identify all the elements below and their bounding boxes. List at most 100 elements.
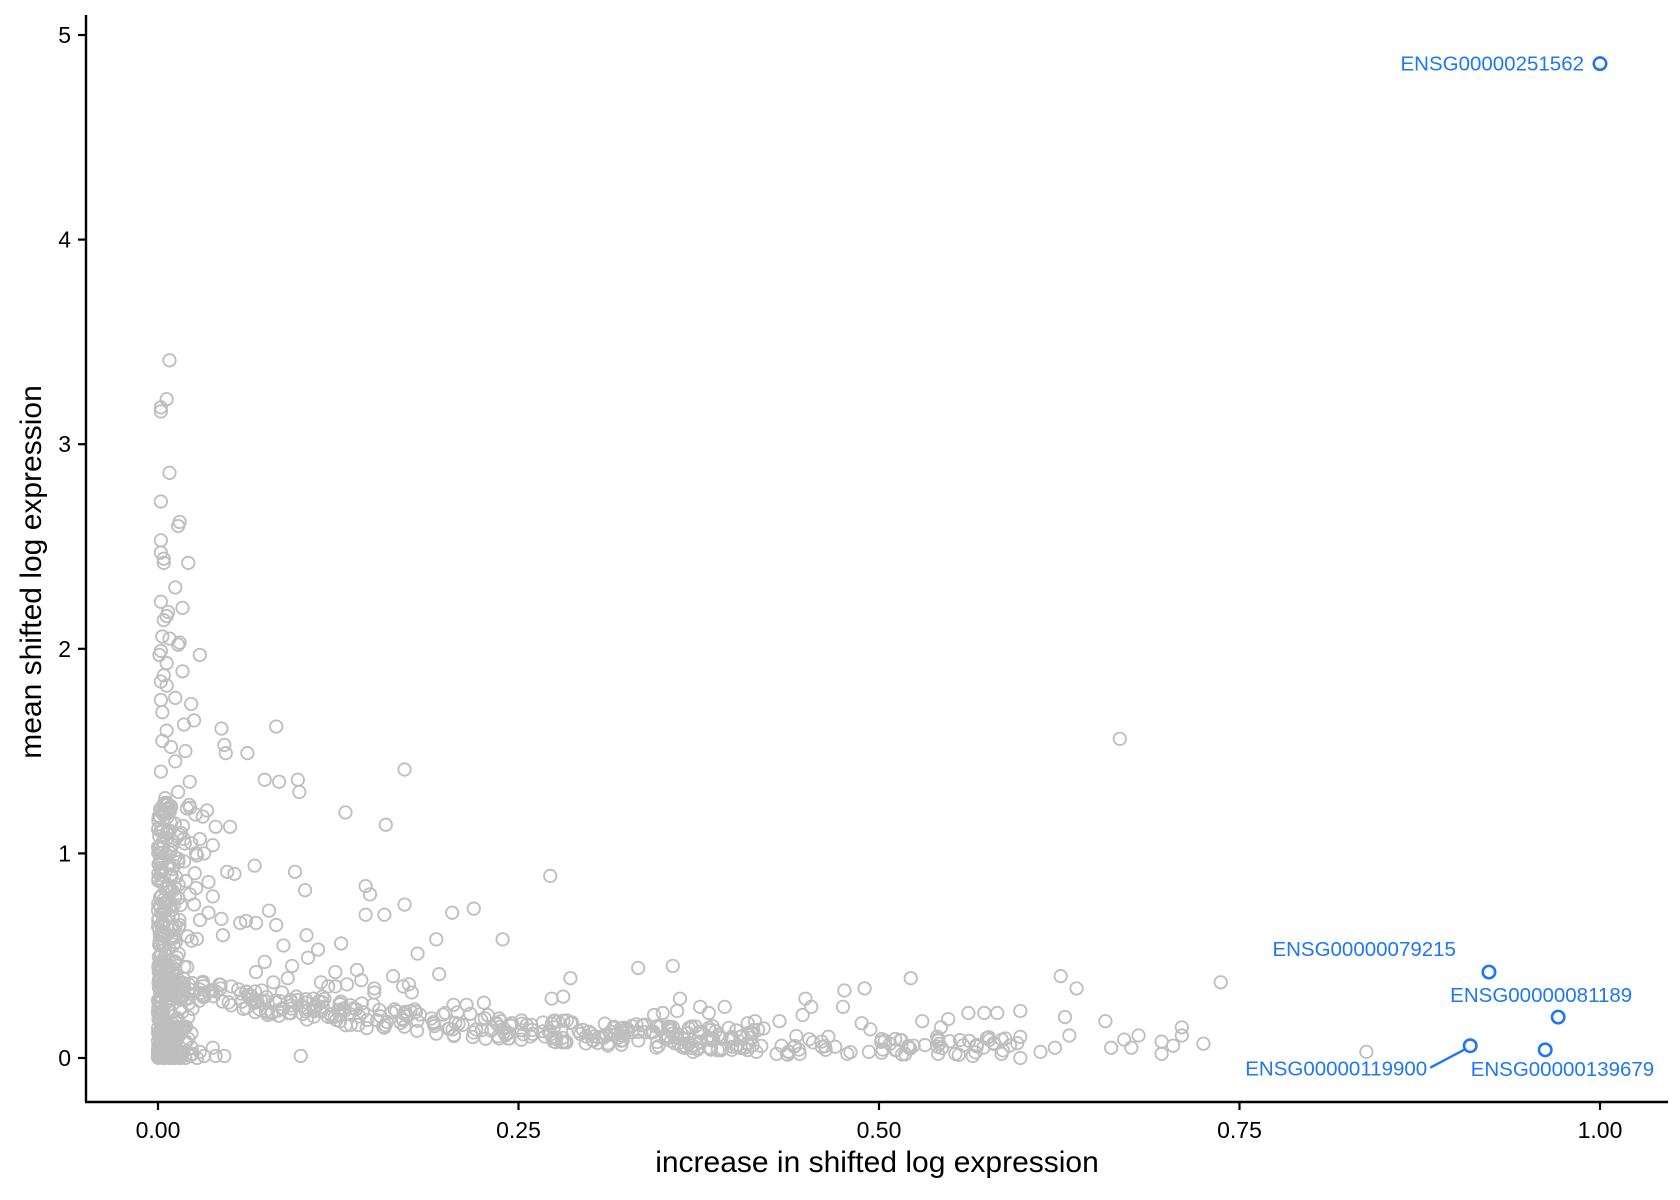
data-point [1359, 1044, 1374, 1059]
data-point [410, 946, 425, 961]
data-point [435, 1007, 451, 1022]
data-point [802, 1032, 817, 1047]
data-point [1166, 1038, 1181, 1053]
data-point [159, 656, 174, 671]
data-point [951, 1047, 966, 1062]
data-point [491, 1029, 506, 1044]
data-point [189, 931, 205, 947]
data-point [372, 1002, 387, 1017]
data-point [599, 1027, 614, 1042]
data-point [977, 1005, 992, 1021]
data-point [359, 1020, 374, 1036]
data-point [795, 1007, 810, 1023]
data-point [438, 1005, 453, 1021]
data-point [498, 1028, 513, 1043]
data-point [252, 1002, 267, 1017]
data-point [917, 1038, 933, 1053]
data-point [339, 977, 355, 992]
data-point [772, 1014, 787, 1029]
data-point [313, 975, 329, 990]
data-point [159, 678, 174, 693]
data-point [477, 1011, 492, 1026]
data-point [167, 956, 182, 971]
data-point [385, 969, 401, 984]
data-point [504, 1015, 519, 1031]
data-point [1117, 1032, 1132, 1047]
data-point [324, 1009, 339, 1024]
data-point [547, 1013, 562, 1028]
data-point [152, 647, 167, 663]
data-point [162, 465, 177, 480]
data-point [1174, 1028, 1189, 1043]
data-point [175, 664, 190, 679]
y-tick-label: 3 [58, 431, 71, 457]
data-point [397, 897, 412, 912]
data-point [168, 935, 183, 950]
data-point [266, 975, 281, 990]
data-point [218, 746, 233, 761]
data-point [328, 979, 343, 994]
data-point [196, 979, 211, 994]
data-point [208, 819, 223, 834]
data-point [163, 987, 178, 1003]
data-point [678, 1039, 693, 1054]
data-point [176, 975, 191, 991]
data-point [781, 1044, 796, 1060]
data-point [1010, 1036, 1025, 1051]
data-point [404, 985, 419, 1000]
highlighted-point-label: ENSG00000079215 [1272, 938, 1456, 961]
data-point [672, 991, 688, 1006]
data-point [205, 838, 220, 853]
data-point [268, 993, 283, 1008]
data-point [205, 1040, 220, 1055]
data-point [396, 1013, 411, 1028]
data-point [631, 1033, 646, 1048]
highlighted-point [1462, 1038, 1478, 1054]
data-point [814, 1039, 829, 1054]
data-point [231, 982, 246, 997]
data-point [1174, 1020, 1189, 1035]
data-point [168, 754, 183, 769]
data-point [177, 959, 192, 974]
data-point [804, 999, 819, 1014]
data-point [544, 991, 559, 1006]
data-point [258, 1003, 273, 1019]
data-point [1196, 1036, 1211, 1051]
data-point [352, 1009, 367, 1024]
data-point [214, 721, 229, 736]
data-point [248, 915, 264, 931]
data-point [247, 858, 262, 873]
data-point [1062, 1028, 1077, 1043]
data-point [387, 1002, 402, 1017]
data-point [153, 764, 168, 779]
x-tick-label: 0.25 [496, 1117, 541, 1143]
data-point [465, 1029, 480, 1045]
data-point [186, 897, 202, 912]
data-point [197, 1048, 212, 1064]
data-point [152, 1013, 167, 1028]
data-point [272, 774, 287, 789]
data-point [915, 1014, 930, 1029]
highlighted-point-label: ENSG00000251562 [1400, 53, 1584, 76]
data-point [153, 692, 168, 708]
data-point [212, 977, 227, 992]
data-point [756, 1021, 771, 1036]
highlight-layer: ENSG00000251562 ENSG00000079215 ENSG000000… [1245, 53, 1654, 1081]
data-point [283, 992, 298, 1007]
data-point [543, 868, 558, 884]
data-point [156, 1026, 171, 1041]
data-point [362, 887, 378, 902]
data-point [215, 928, 230, 943]
data-point [152, 890, 168, 905]
data-point [166, 937, 181, 952]
data-point [155, 1011, 170, 1026]
data-point [154, 888, 169, 903]
data-point [171, 920, 187, 935]
data-point [355, 1004, 370, 1020]
data-point [297, 883, 313, 898]
data-point [1033, 1044, 1048, 1059]
data-point [843, 1045, 858, 1060]
data-point [409, 1023, 425, 1038]
data-point [1131, 1028, 1146, 1043]
data-point [968, 1045, 983, 1060]
